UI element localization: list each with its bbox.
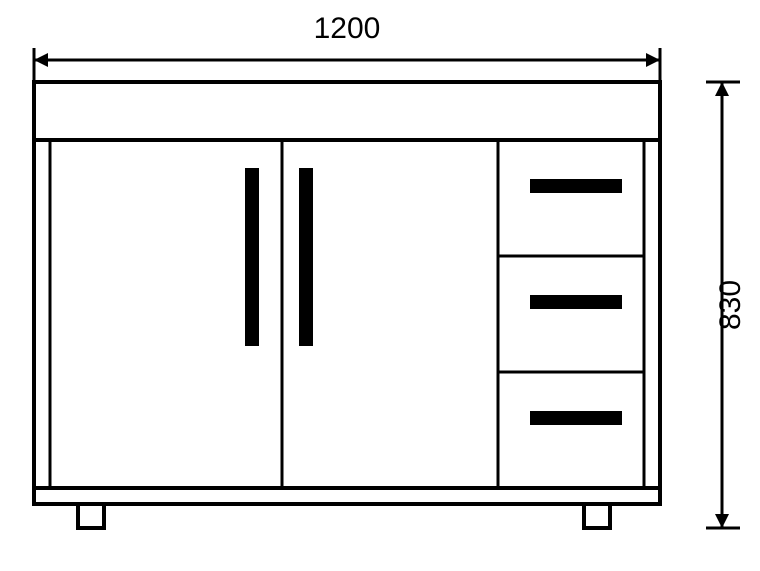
base-rail <box>34 488 660 504</box>
dimension-height: 830 <box>706 82 747 528</box>
cabinet <box>34 82 660 528</box>
dimension-height-label: 830 <box>714 280 747 330</box>
dimension-width: 1200 <box>34 12 660 82</box>
cabinet-leg <box>78 504 104 528</box>
cabinet-leg <box>584 504 610 528</box>
legs <box>78 504 610 528</box>
dimension-width-label: 1200 <box>314 12 381 45</box>
cabinet-outline <box>34 82 660 488</box>
